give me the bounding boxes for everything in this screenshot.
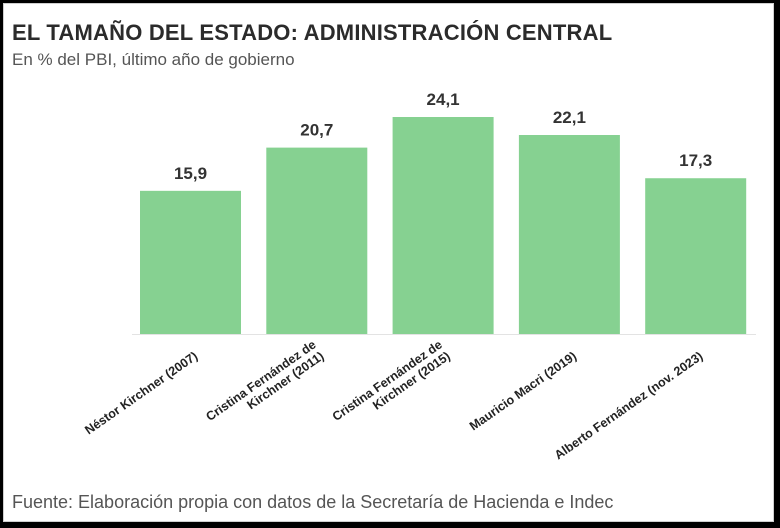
bar-1 bbox=[266, 148, 367, 334]
x-tick-label: Alberto Fernández (nov. 2023) bbox=[552, 349, 706, 462]
x-tick-label: Mauricio Macri (2019) bbox=[467, 349, 579, 433]
bar-value-label: 15,9 bbox=[174, 164, 207, 183]
bar-value-label: 22,1 bbox=[553, 108, 586, 127]
bar-chart: 15,9 20,7 24,1 22,1 17,3 Néstor Kirchner (20… bbox=[4, 4, 775, 523]
bar-0 bbox=[140, 191, 241, 334]
bar-4 bbox=[645, 178, 746, 334]
source-note: Fuente: Elaboración propia con datos de … bbox=[12, 492, 613, 513]
bar-3 bbox=[519, 135, 620, 334]
x-tick-label: Cristina Fernández deKirchner (2011) bbox=[203, 337, 326, 435]
bar-value-label: 24,1 bbox=[427, 90, 460, 109]
bar-value-label: 17,3 bbox=[679, 151, 712, 170]
x-tick-labels: Néstor Kirchner (2007) Cristina Fernández… bbox=[82, 337, 705, 462]
x-tick-label: Cristina Fernández deKirchner (2015) bbox=[330, 337, 453, 435]
x-tick-label: Néstor Kirchner (2007) bbox=[82, 349, 200, 437]
bar-series bbox=[140, 117, 746, 334]
bar-2 bbox=[393, 117, 494, 334]
chart-frame: EL TAMAÑO DEL ESTADO: ADMINISTRACIÓN CEN… bbox=[3, 3, 774, 522]
bar-value-label: 20,7 bbox=[300, 121, 333, 140]
